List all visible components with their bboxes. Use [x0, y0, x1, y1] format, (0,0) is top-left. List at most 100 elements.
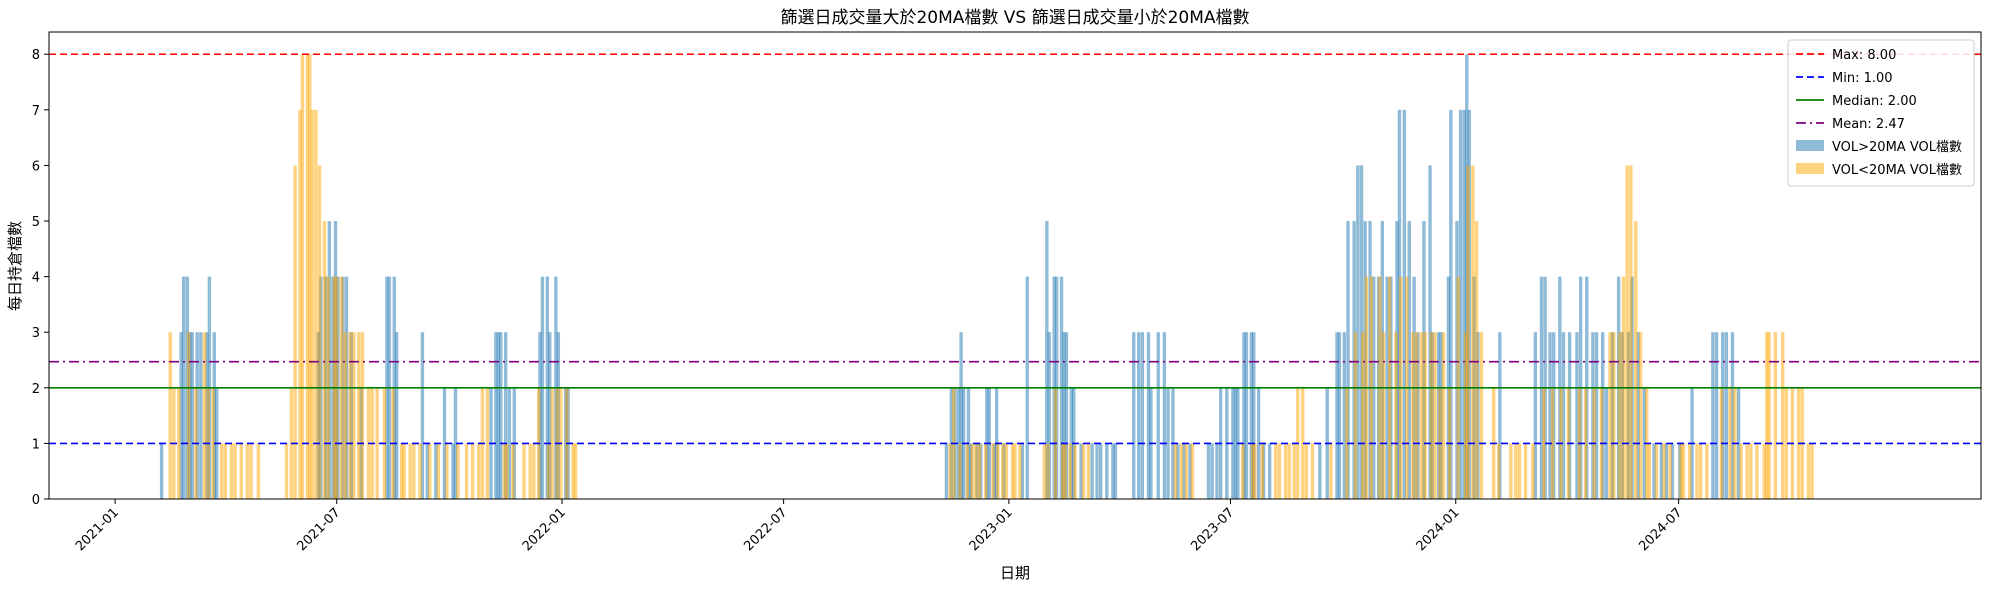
- bar-series-1-109: [1310, 443, 1315, 499]
- bar-series-1-15: [256, 443, 261, 499]
- bar-series-0-103: [1249, 332, 1253, 499]
- bar-series-1-47: [436, 443, 441, 499]
- bar-series-1-75: [977, 443, 982, 499]
- bar-series-1-54: [485, 387, 490, 499]
- bar-series-0-74: [1079, 443, 1083, 499]
- legend: Max: 8.00 Min: 1.00 Median: 2.00 Mean: 2.47…: [1787, 39, 1975, 187]
- bar-series-0-66: [1047, 332, 1051, 499]
- bar-series-1-169: [1698, 443, 1703, 499]
- bar-series-0-83: [1140, 332, 1145, 499]
- bar-series-1-140: [1514, 443, 1518, 499]
- bar-series-1-180: [1767, 332, 1771, 499]
- bar-series-0-173: [1711, 332, 1715, 499]
- bar-series-1-60: [532, 443, 536, 499]
- bar-series-0-34: [494, 332, 498, 499]
- bar-series-1-179: [1765, 332, 1769, 499]
- bar-series-0-71: [1064, 332, 1069, 499]
- bar-series-1-81: [1010, 443, 1015, 499]
- bar-series-0-84: [1146, 332, 1151, 499]
- bar-series-0-32: [453, 387, 458, 499]
- bar-series-1-35: [360, 332, 365, 499]
- y-tick-label-4: 4: [32, 271, 40, 286]
- bar-series-1-10: [229, 443, 234, 499]
- bar-series-0-176: [1724, 332, 1729, 499]
- bar-series-1-163: [1662, 443, 1666, 499]
- bar-series-1-161: [1647, 443, 1651, 499]
- bar-series-1-34: [357, 332, 361, 499]
- bar-series-0-80: [1113, 443, 1118, 499]
- bar-series-1-50: [464, 443, 469, 499]
- bar-series-1-103: [1283, 443, 1288, 499]
- x-tick-label-2: 2022-01: [520, 505, 569, 554]
- bar-series-1-159: [1638, 332, 1643, 499]
- bar-series-1-51: [470, 443, 475, 499]
- bar-series-1-31: [343, 332, 347, 499]
- bar-series-1-124: [1419, 332, 1424, 499]
- bar-series-1-49: [456, 443, 460, 499]
- bar-series-0-108: [1318, 443, 1322, 499]
- bar-series-1-162: [1654, 443, 1659, 499]
- bar-series-1-19: [298, 109, 302, 499]
- y-tick-label-6: 6: [32, 159, 40, 174]
- bar-series-0-101: [1242, 332, 1246, 499]
- bar-series-1-153: [1612, 332, 1616, 499]
- bar-series-0-81: [1132, 332, 1136, 499]
- bar-series-0-111: [1337, 332, 1342, 499]
- bar-series-1-158: [1634, 221, 1638, 499]
- bar-series-1-129: [1441, 332, 1446, 499]
- chart-title: 篩選日成交量大於20MA檔數 VS 篩選日成交量小於20MA檔數: [780, 8, 1249, 28]
- bar-series-1-95: [1184, 443, 1189, 499]
- bar-series-0-38: [507, 387, 512, 499]
- y-axis-label: 每日持倉檔數: [6, 221, 24, 311]
- bar-series-0-86: [1156, 332, 1160, 499]
- bar-series-1-154: [1618, 332, 1622, 499]
- legend-swatch-series-0: [1796, 140, 1824, 151]
- bar-series-0-52: [959, 332, 963, 499]
- bar-series-1-5: [202, 332, 207, 499]
- legend-label-series-1: VOL<20MA VOL檔數: [1832, 163, 1962, 178]
- bar-series-1-92: [1086, 443, 1091, 499]
- bar-series-1-187: [1806, 443, 1811, 499]
- bar-series-1-96: [1190, 443, 1195, 499]
- bar-series-1-57: [511, 443, 515, 499]
- bar-series-0-174: [1714, 332, 1719, 499]
- bar-series-1-2: [177, 387, 181, 499]
- bar-series-0-126: [1402, 109, 1407, 499]
- bar-series-1-108: [1304, 443, 1309, 499]
- bar-series-1-46: [428, 443, 432, 499]
- bar-series-1-63: [550, 387, 554, 499]
- bar-series-1-67: [571, 443, 575, 499]
- bar-series-0-139: [1462, 109, 1467, 499]
- x-tick-label-0: 2021-01: [73, 505, 122, 554]
- x-axis: 2021-01 2021-07 2022-01 2022-07 2023-01 2023-…: [73, 499, 1685, 554]
- bar-series-1-45: [418, 443, 422, 499]
- bar-series-1-145: [1550, 387, 1555, 499]
- bar-series-1-11: [233, 443, 237, 499]
- bar-series-1-69: [948, 443, 952, 499]
- bar-series-1-136: [1479, 332, 1484, 499]
- bar-series-1-22: [308, 54, 312, 500]
- legend-swatch-series-1: [1796, 163, 1824, 174]
- bar-series-0-93: [1206, 443, 1211, 499]
- bar-series-0-99: [1233, 387, 1238, 499]
- bar-series-1-177: [1755, 443, 1759, 499]
- bar-series-1-123: [1414, 332, 1419, 499]
- bar-series-1-157: [1629, 165, 1633, 499]
- x-tick-label-1: 2021-07: [295, 505, 344, 554]
- bar-series-1-88: [1063, 443, 1067, 499]
- bar-series-0-36: [499, 332, 503, 499]
- bar-series-0-145: [1533, 332, 1538, 499]
- bar-series-1-43: [408, 443, 412, 499]
- y-tick-label-0: 0: [32, 493, 40, 508]
- bar-series-1-125: [1423, 332, 1427, 499]
- bar-series-1-91: [1081, 443, 1086, 499]
- legend-label-ref-0: Max: 8.00: [1832, 48, 1896, 63]
- bar-series-1-135: [1474, 221, 1479, 499]
- bar-series-0-105: [1256, 387, 1261, 499]
- bar-series-1-188: [1810, 443, 1814, 499]
- bar-series-0-78: [1105, 443, 1109, 499]
- bar-series-1-149: [1583, 387, 1588, 499]
- bar-series-1-139: [1509, 443, 1513, 499]
- y-tick-label-1: 1: [32, 437, 40, 452]
- bar-series-0-77: [1099, 443, 1103, 499]
